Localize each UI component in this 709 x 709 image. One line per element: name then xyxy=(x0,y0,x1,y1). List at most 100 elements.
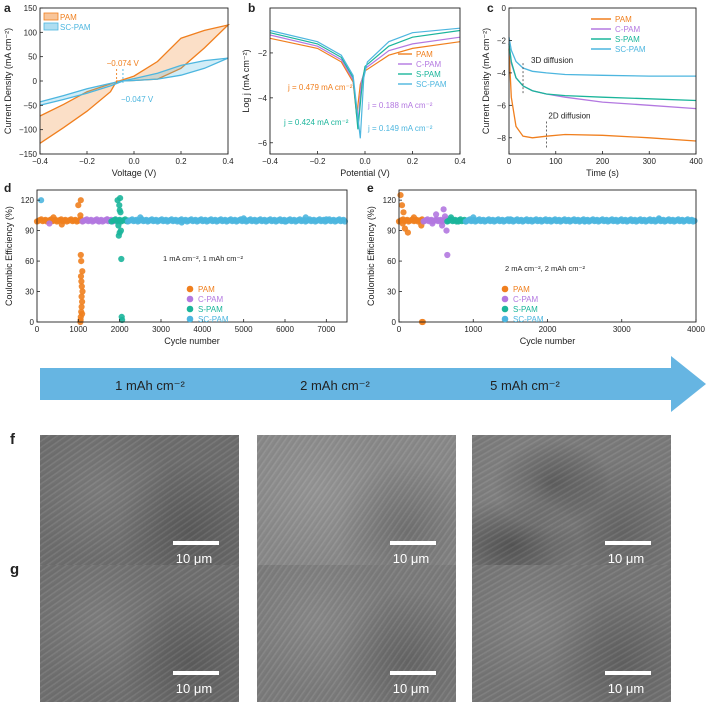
panel-label-f: f xyxy=(10,431,15,448)
line-sc-pam xyxy=(39,57,229,106)
y-axis-label: Log j (mA cm⁻²) xyxy=(241,49,251,112)
scale-bar-label: 10 μm xyxy=(175,681,213,696)
x-tick-label: 400 xyxy=(689,157,703,166)
point-pam xyxy=(77,251,84,259)
legend-s-pam: S-PAM xyxy=(416,70,441,79)
area-sc-pam xyxy=(40,58,228,106)
legend-c-pam: C-PAM xyxy=(198,295,224,304)
line-pam xyxy=(39,23,231,144)
x-axis-label: Potential (V) xyxy=(340,168,390,178)
x-tick-label: 6000 xyxy=(276,325,294,334)
legend-c-pam: C-PAM xyxy=(615,25,641,34)
point-sc-pam xyxy=(581,218,588,225)
point-pam xyxy=(79,268,86,275)
arrow-label-1: 1 mAh cm⁻² xyxy=(115,378,185,393)
panel-label-e: e xyxy=(367,181,374,195)
x-axis-label: Cycle number xyxy=(164,336,220,346)
y-axis-label: Current Density (mA cm⁻²) xyxy=(3,28,13,134)
x-axis-label: Time (s) xyxy=(586,168,619,178)
scale-bar xyxy=(605,541,651,545)
point-sc-pam xyxy=(240,215,247,222)
legend-pam: PAM xyxy=(60,13,77,22)
y-tick-label: 0 xyxy=(33,77,38,86)
y-tick-label: 150 xyxy=(24,4,38,13)
line-pam xyxy=(508,48,697,142)
y-axis-label: Current Density (mA cm⁻²) xyxy=(481,28,491,134)
y-tick-label: −2 xyxy=(497,36,507,45)
point-sc-pam xyxy=(323,216,330,223)
line-s-pam xyxy=(508,43,697,102)
scale-bar xyxy=(390,541,436,545)
x-tick-label: 0.0 xyxy=(128,157,140,166)
x-tick-label: 1000 xyxy=(464,325,482,334)
legend-c-pam: C-PAM xyxy=(416,60,442,69)
legend-s-pam: S-PAM xyxy=(198,305,223,314)
panel-label-a: a xyxy=(4,1,11,15)
x-tick-label: 1000 xyxy=(69,325,87,334)
y-tick-label: 60 xyxy=(25,257,34,266)
capacity-arrow: 1 mAh cm⁻² 2 mAh cm⁻² 5 mAh cm⁻² xyxy=(40,356,706,412)
scale-bar-label: 10 μm xyxy=(175,551,213,566)
y-tick-label: 30 xyxy=(387,288,396,297)
point-sc-pam xyxy=(302,214,309,221)
point-c-pam xyxy=(441,213,449,220)
legend-swatch xyxy=(501,315,509,323)
point-pam xyxy=(78,293,85,300)
annotation-s-pam: j = 0.424 mA cm⁻² xyxy=(283,118,349,127)
sem-image-g-3: 10 μm xyxy=(472,565,671,702)
legend-sc-pam: SC-PAM xyxy=(513,315,544,324)
panel-label-c: c xyxy=(487,1,494,15)
annotation-pam-onset: −0.074 V xyxy=(107,59,140,68)
sem-image-f-3: 10 μm xyxy=(472,435,671,572)
chart-b: −0.4 −0.2 0.0 0.2 0.4 −6 −4 −2 Potential (V) Log … xyxy=(241,1,466,178)
y-tick-label: −150 xyxy=(19,150,38,159)
x-tick-label: 0.2 xyxy=(175,157,187,166)
y-tick-label: 0 xyxy=(392,318,397,327)
point-s-pam xyxy=(117,209,124,216)
point-s-pam xyxy=(455,218,462,225)
area-pam xyxy=(40,25,228,144)
x-tick-label: −0.2 xyxy=(79,157,95,166)
point-c-pam xyxy=(440,206,447,213)
point-pam xyxy=(398,202,406,209)
y-tick-label: 100 xyxy=(24,28,38,37)
line-sc-pam xyxy=(269,27,461,139)
legend-s-pam: S-PAM xyxy=(615,35,640,44)
arrow-label-2: 2 mAh cm⁻² xyxy=(300,378,370,393)
legend-pam: PAM xyxy=(615,15,632,24)
x-tick-label: 4000 xyxy=(193,325,211,334)
annotation-2d-diffusion: 2D diffusion xyxy=(548,111,590,120)
point-pam xyxy=(77,197,84,204)
chart-e: 0 1000 2000 3000 4000 0 30 60 90 120 Cycle number C… xyxy=(366,181,705,346)
annotation-3d-diffusion: 3D diffusion xyxy=(531,56,573,65)
point-pam xyxy=(404,229,411,236)
annotation-sc-pam: j = 0.149 mA cm⁻² xyxy=(367,124,433,133)
legend-swatch xyxy=(501,285,509,293)
legend-swatch xyxy=(186,305,194,313)
point-pam xyxy=(79,298,86,305)
point-c-pam xyxy=(429,220,436,227)
x-tick-label: 0 xyxy=(35,325,40,334)
scale-bar-label: 10 μm xyxy=(392,551,430,566)
point-pam xyxy=(50,214,57,221)
panel-label-d: d xyxy=(4,181,11,195)
point-s-pam xyxy=(115,222,122,229)
x-axis-label: Cycle number xyxy=(520,336,576,346)
x-tick-label: 7000 xyxy=(317,325,335,334)
point-s-pam xyxy=(116,202,123,209)
line-c-pam xyxy=(269,34,461,125)
scale-bar xyxy=(173,541,219,545)
y-tick-label: 90 xyxy=(25,227,34,236)
y-tick-label: 90 xyxy=(387,227,396,236)
arrow-shape xyxy=(40,356,706,412)
chart-d: 0 1000 2000 3000 4000 5000 6000 7000 0 30 60 90 120 C… xyxy=(4,181,348,346)
current-condition-label: 1 mA cm⁻², 1 mAh cm⁻² xyxy=(163,254,244,263)
sem-image-g-2: 10 μm xyxy=(257,565,456,702)
legend-pam: PAM xyxy=(416,50,433,59)
x-tick-label: −0.2 xyxy=(310,157,326,166)
legend-swatch xyxy=(501,295,509,303)
y-tick-label: −2 xyxy=(258,49,268,58)
legend-sc-pam: SC-PAM xyxy=(198,315,229,324)
point-c-pam xyxy=(444,251,451,259)
y-tick-label: −8 xyxy=(497,134,507,143)
